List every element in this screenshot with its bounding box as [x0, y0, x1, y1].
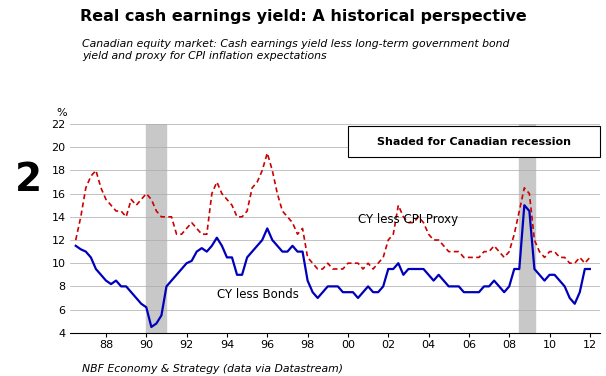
Text: Canadian equity market: Cash earnings yield less long-term government bond
yield: Canadian equity market: Cash earnings yi… — [82, 39, 509, 61]
FancyBboxPatch shape — [348, 126, 600, 158]
Text: 2: 2 — [15, 161, 42, 200]
Bar — [519, 124, 536, 333]
Text: NBF Economy & Strategy (data via Datastream): NBF Economy & Strategy (data via Datastr… — [82, 364, 343, 374]
Bar — [146, 124, 167, 333]
Text: Shaded for Canadian recession: Shaded for Canadian recession — [377, 137, 571, 147]
Text: CY less Bonds: CY less Bonds — [217, 288, 299, 301]
Text: CY less CPI Proxy: CY less CPI Proxy — [358, 212, 458, 226]
Text: Real cash earnings yield: A historical perspective: Real cash earnings yield: A historical p… — [79, 9, 527, 24]
Text: %: % — [56, 108, 67, 118]
